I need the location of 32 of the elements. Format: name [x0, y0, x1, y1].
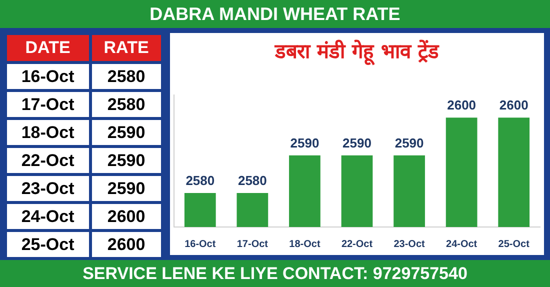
- text: 16-Oct: [7, 64, 89, 89]
- chart-title: DABRA MANDI WHEAT RATE: [0, 0, 550, 28]
- data-label: 2580: [186, 173, 215, 188]
- text: DATE: [7, 35, 89, 61]
- text: 24-Oct: [7, 204, 89, 229]
- x-tick-label: 25-Oct: [498, 238, 530, 250]
- data-label: 2600: [447, 98, 476, 113]
- text: 2580: [92, 64, 161, 89]
- x-tick-label: 24-Oct: [446, 238, 478, 250]
- text: SERVICE LENE KE LIYE CONTACT: 9729757540: [0, 260, 550, 287]
- data-label: 2600: [499, 98, 528, 113]
- x-tick-label: 17-Oct: [236, 238, 269, 250]
- data-label: 2590: [290, 135, 320, 150]
- x-tick-label: 16-Oct: [184, 238, 216, 250]
- x-tick-label: 18-Oct: [289, 238, 321, 250]
- x-tick-label: 22-Oct: [341, 238, 374, 250]
- data-label: 2590: [342, 135, 372, 150]
- data-label: 2580: [238, 173, 267, 188]
- text: 2590: [92, 176, 161, 201]
- text: 2590: [92, 120, 161, 145]
- x-tick-label: 23-Oct: [394, 238, 426, 250]
- text: 17-Oct: [7, 92, 89, 117]
- text: 2600: [92, 204, 161, 229]
- chart-subtitle: डबरा मंडी गेहू भाव ट्रेंड: [274, 39, 440, 66]
- data-label: 2590: [394, 135, 424, 150]
- text: 18-Oct: [7, 120, 89, 145]
- text: RATE: [92, 35, 161, 61]
- text: 23-Oct: [7, 176, 89, 201]
- text: 2580: [92, 92, 161, 117]
- text: 22-Oct: [7, 148, 89, 173]
- text: 2590: [92, 148, 161, 173]
- text: 2600: [92, 232, 161, 257]
